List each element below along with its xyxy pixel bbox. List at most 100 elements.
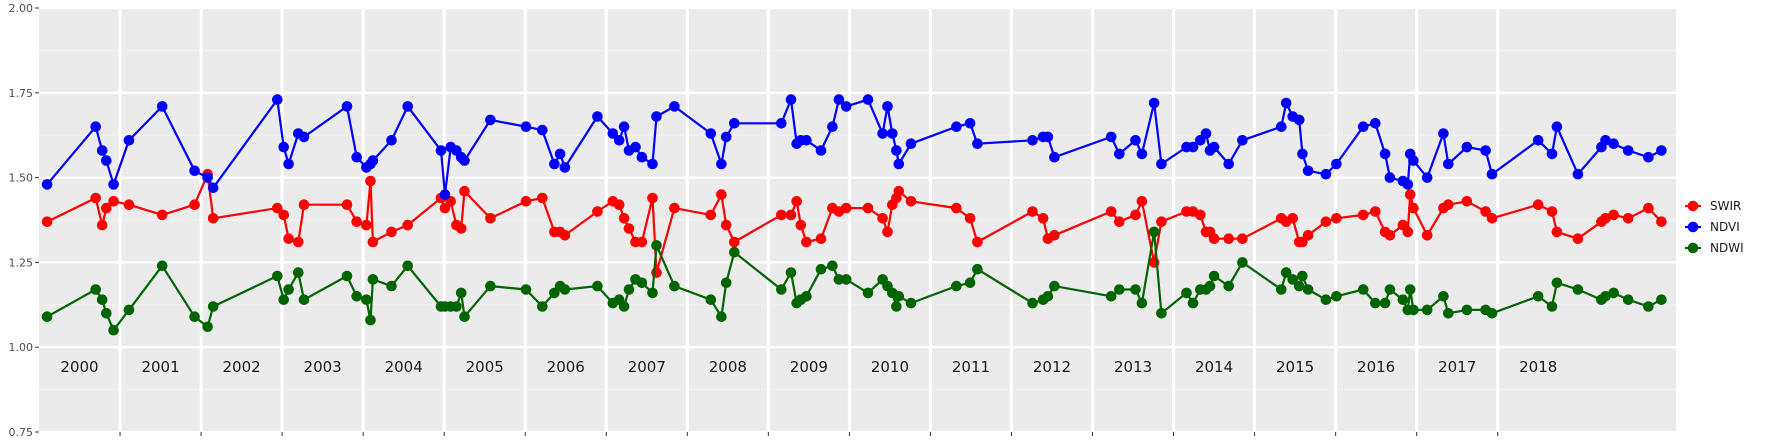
data-point bbox=[833, 94, 845, 105]
data-point bbox=[1402, 179, 1414, 190]
data-point bbox=[278, 294, 290, 306]
data-point bbox=[1027, 206, 1038, 217]
data-point bbox=[283, 233, 294, 244]
data-point bbox=[729, 246, 740, 258]
data-point bbox=[1237, 233, 1248, 244]
year-label: 2016 bbox=[1357, 358, 1395, 376]
data-point bbox=[1331, 158, 1342, 170]
data-point bbox=[592, 206, 603, 217]
data-point bbox=[1148, 226, 1160, 238]
data-point bbox=[1622, 294, 1634, 306]
data-point bbox=[485, 213, 496, 224]
legend-key-point bbox=[1687, 200, 1699, 212]
data-point bbox=[41, 216, 53, 227]
data-point bbox=[96, 219, 108, 231]
year-label: 2006 bbox=[547, 358, 585, 376]
data-point bbox=[1136, 148, 1148, 160]
data-point bbox=[537, 301, 548, 312]
data-point bbox=[156, 260, 168, 272]
data-point bbox=[1293, 114, 1305, 126]
data-point bbox=[272, 202, 283, 214]
data-point bbox=[647, 192, 658, 204]
data-point bbox=[729, 118, 740, 129]
data-point bbox=[815, 263, 827, 275]
data-point bbox=[1408, 304, 1419, 316]
data-point bbox=[1114, 148, 1125, 160]
data-point bbox=[891, 145, 902, 156]
data-point bbox=[1293, 280, 1305, 292]
data-point bbox=[618, 213, 630, 224]
data-point bbox=[1042, 291, 1054, 302]
data-point bbox=[1237, 135, 1248, 146]
data-point bbox=[455, 223, 467, 234]
data-point bbox=[1320, 168, 1332, 180]
legend-label: NDVI bbox=[1710, 220, 1740, 234]
data-point bbox=[862, 287, 874, 299]
data-point bbox=[189, 199, 200, 210]
data-point bbox=[613, 199, 625, 210]
data-point bbox=[1404, 284, 1416, 295]
data-point bbox=[1408, 202, 1419, 214]
data-point bbox=[1187, 141, 1199, 153]
data-point bbox=[827, 121, 838, 132]
data-point bbox=[840, 274, 852, 285]
data-point bbox=[776, 284, 787, 295]
data-point bbox=[1037, 213, 1049, 224]
data-point bbox=[1551, 121, 1563, 132]
year-label: 2015 bbox=[1276, 358, 1314, 376]
data-point bbox=[1572, 168, 1584, 180]
y-tick-label: 1.00 bbox=[9, 341, 34, 354]
data-point bbox=[1438, 291, 1449, 302]
y-tick-label: 1.25 bbox=[9, 256, 34, 269]
data-point bbox=[1302, 165, 1314, 177]
data-point bbox=[1421, 230, 1433, 241]
year-label: 2007 bbox=[628, 358, 666, 376]
data-point bbox=[877, 213, 888, 224]
data-point bbox=[189, 165, 200, 177]
data-point bbox=[840, 101, 852, 112]
data-point bbox=[1114, 216, 1125, 227]
data-point bbox=[1331, 213, 1342, 224]
data-point bbox=[90, 192, 101, 204]
y-tick-label: 2.00 bbox=[9, 2, 34, 15]
data-point bbox=[1208, 233, 1220, 244]
data-point bbox=[636, 277, 648, 289]
data-point bbox=[705, 209, 717, 221]
data-point bbox=[1105, 131, 1117, 143]
legend-key-point bbox=[1687, 221, 1699, 233]
data-point bbox=[1443, 308, 1454, 319]
data-point bbox=[801, 236, 812, 248]
data-point bbox=[278, 141, 290, 153]
year-label: 2014 bbox=[1195, 358, 1233, 376]
data-point bbox=[887, 128, 898, 139]
data-point bbox=[101, 308, 112, 319]
data-point bbox=[189, 311, 200, 323]
data-point bbox=[705, 294, 717, 306]
data-point bbox=[293, 267, 304, 278]
data-point bbox=[618, 121, 630, 132]
data-point bbox=[893, 185, 905, 197]
series-swir bbox=[41, 168, 1667, 278]
x-axis: 2000 2001 2002 2003 2004 2005 2006 2007 2008 2009… bbox=[60, 358, 1557, 436]
data-point bbox=[156, 209, 168, 221]
data-point bbox=[1622, 145, 1634, 156]
data-point bbox=[1130, 135, 1141, 146]
data-point bbox=[1208, 141, 1220, 153]
data-point bbox=[1379, 148, 1391, 160]
data-point bbox=[1105, 291, 1117, 302]
data-point bbox=[951, 280, 962, 292]
data-point bbox=[1276, 284, 1287, 295]
series-ndwi bbox=[41, 226, 1667, 336]
data-point bbox=[1402, 226, 1414, 238]
y-axis: 0.75 1.00 1.25 1.50 1.75 2.00 bbox=[9, 2, 39, 439]
data-point bbox=[459, 185, 470, 197]
year-label: 2009 bbox=[790, 358, 828, 376]
data-point bbox=[559, 230, 571, 241]
data-point bbox=[647, 158, 658, 170]
y-tick-label: 0.75 bbox=[9, 426, 34, 439]
data-point bbox=[435, 145, 447, 156]
data-point bbox=[651, 111, 662, 122]
data-point bbox=[905, 297, 917, 309]
legend-item-swir: SWIR bbox=[1685, 199, 1741, 213]
data-point bbox=[402, 101, 414, 112]
